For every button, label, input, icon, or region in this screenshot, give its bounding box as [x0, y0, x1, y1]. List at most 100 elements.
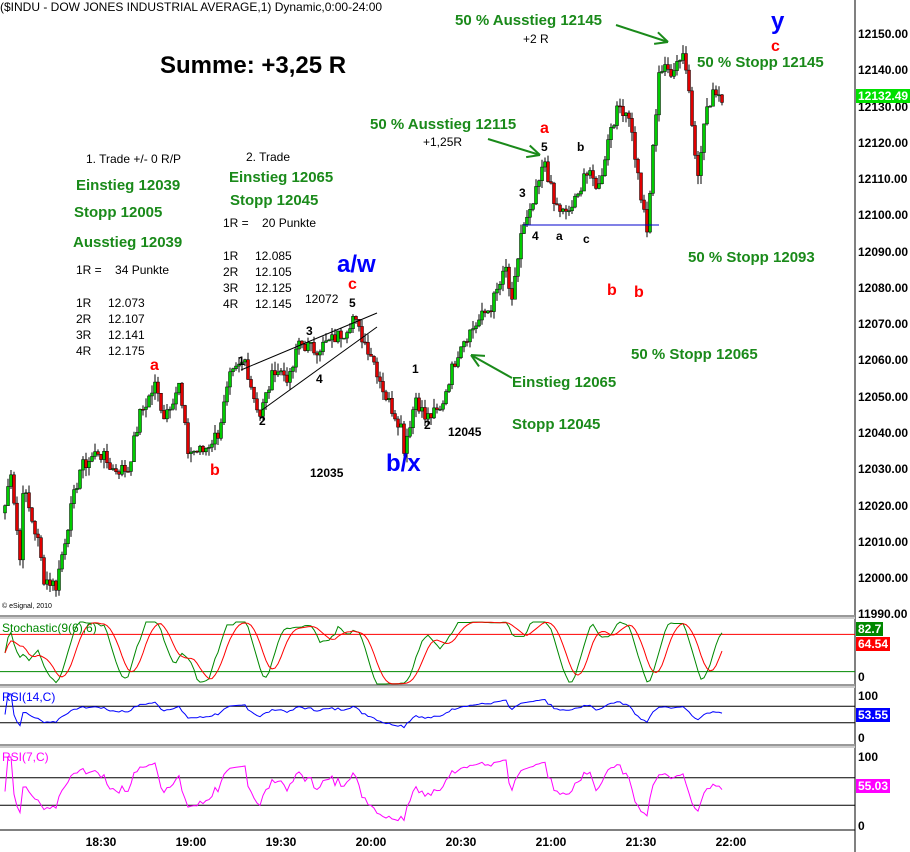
rsi14-title: RSI(14,C) — [2, 690, 56, 704]
candle-body — [537, 180, 541, 187]
stopp1: Stopp 12005 — [74, 204, 163, 221]
candle-body — [702, 123, 706, 153]
candle-body — [102, 451, 106, 460]
candle-body — [60, 554, 64, 570]
candle-body — [174, 392, 178, 405]
candle-body — [555, 203, 559, 206]
candle-body — [540, 166, 544, 181]
copyright: © eSignal, 2010 — [2, 603, 52, 610]
candle-body — [459, 346, 463, 358]
candle-body — [585, 173, 589, 176]
candle-body — [210, 443, 214, 448]
stoch-k-value: 82.7 — [856, 622, 884, 636]
candle-body — [525, 216, 529, 225]
candle-body — [27, 492, 31, 509]
panel-separator — [0, 744, 855, 748]
candle-body — [519, 233, 523, 260]
candle-body — [90, 456, 94, 462]
candle-body — [54, 580, 58, 591]
time-tick: 19:30 — [265, 835, 297, 849]
candle-body — [105, 451, 109, 464]
wave-4c: 4 — [532, 229, 539, 243]
candle-body — [129, 461, 133, 472]
wedge-lower-line — [261, 326, 378, 411]
candle-body — [171, 403, 175, 410]
candle-body — [552, 182, 556, 204]
wave-b-red: b — [210, 462, 220, 479]
candle-body — [72, 489, 76, 504]
rsi7-title: RSI(7,C) — [2, 750, 49, 764]
wave-label-bx: b/x — [386, 450, 421, 477]
candle-body — [480, 310, 484, 321]
wave-label-aw: a/w — [337, 251, 376, 278]
candle-body — [333, 334, 337, 343]
candle-body — [234, 365, 238, 369]
candle-body — [219, 422, 223, 439]
candle-body — [285, 374, 289, 383]
candle-body — [522, 224, 526, 234]
candle-body — [588, 170, 592, 176]
candle-body — [666, 64, 670, 70]
arrow-ausstieg-12145-head — [653, 41, 669, 45]
price-tick: 12150.00 — [858, 27, 909, 41]
candle-body — [660, 71, 664, 73]
candle-body — [189, 451, 193, 454]
price-tick: 12040.00 — [858, 425, 909, 440]
wave-2b: 2 — [424, 418, 431, 432]
candle-body — [255, 398, 259, 411]
time-tick: 21:00 — [535, 835, 567, 849]
candle-body — [504, 266, 508, 272]
candle-body — [627, 112, 631, 119]
candle-body — [444, 391, 448, 404]
candle-body — [558, 204, 562, 212]
candle-body — [222, 401, 226, 423]
wave-label-y: y — [771, 8, 785, 35]
candle-body — [135, 431, 139, 437]
wave-1b: 1 — [412, 362, 419, 376]
candle-body — [216, 432, 220, 439]
candle-body — [99, 454, 103, 460]
wave-3: 3 — [306, 324, 313, 338]
candle-body — [348, 328, 352, 333]
trade2-level-1R: 1R 12.085 — [223, 249, 292, 263]
candle-body — [462, 341, 466, 348]
price-note-12072: 12072 — [305, 292, 339, 306]
rsi14-line — [4, 693, 723, 729]
candle-body — [534, 186, 538, 205]
candle-body — [549, 181, 553, 184]
candle-body — [78, 469, 82, 489]
candle-body — [249, 379, 253, 388]
price-tick: 12000.00 — [858, 571, 909, 586]
candle-body — [528, 209, 532, 218]
candle-body — [630, 118, 634, 133]
candle-body — [81, 459, 85, 471]
time-tick: 20:00 — [355, 835, 387, 849]
candle-body — [153, 381, 157, 394]
candle-body — [642, 199, 646, 210]
price-tick: 12080.00 — [858, 280, 909, 295]
ausstieg-12115: 50 % Ausstieg 12115 — [370, 116, 517, 133]
price-tick: 12010.00 — [858, 534, 909, 549]
candle-body — [291, 366, 295, 372]
candle-body — [3, 505, 7, 514]
candle-body — [111, 468, 115, 470]
candle-body — [396, 418, 400, 428]
candle-body — [162, 410, 166, 420]
candle-body — [117, 471, 121, 475]
candle-body — [609, 127, 613, 140]
candle-body — [432, 407, 436, 419]
candle-body — [252, 386, 256, 400]
rsi14-axis-0: 0 — [858, 731, 865, 745]
candle-body — [657, 72, 661, 116]
candle-body — [312, 342, 316, 354]
einstieg-12065: Einstieg 12065 — [512, 374, 617, 391]
stoch-k-line — [4, 621, 723, 685]
ausstieg1: Ausstieg 12039 — [73, 234, 183, 251]
trade2-level-2R: 2R 12.105 — [223, 265, 292, 279]
stopp-12045: Stopp 12045 — [512, 416, 601, 433]
wave-c-red-2: c — [771, 38, 780, 55]
price-note-12035: 12035 — [310, 466, 344, 480]
candle-body — [441, 403, 445, 410]
wave-3c: 3 — [519, 186, 526, 200]
price-tick: 12120.00 — [858, 135, 909, 150]
